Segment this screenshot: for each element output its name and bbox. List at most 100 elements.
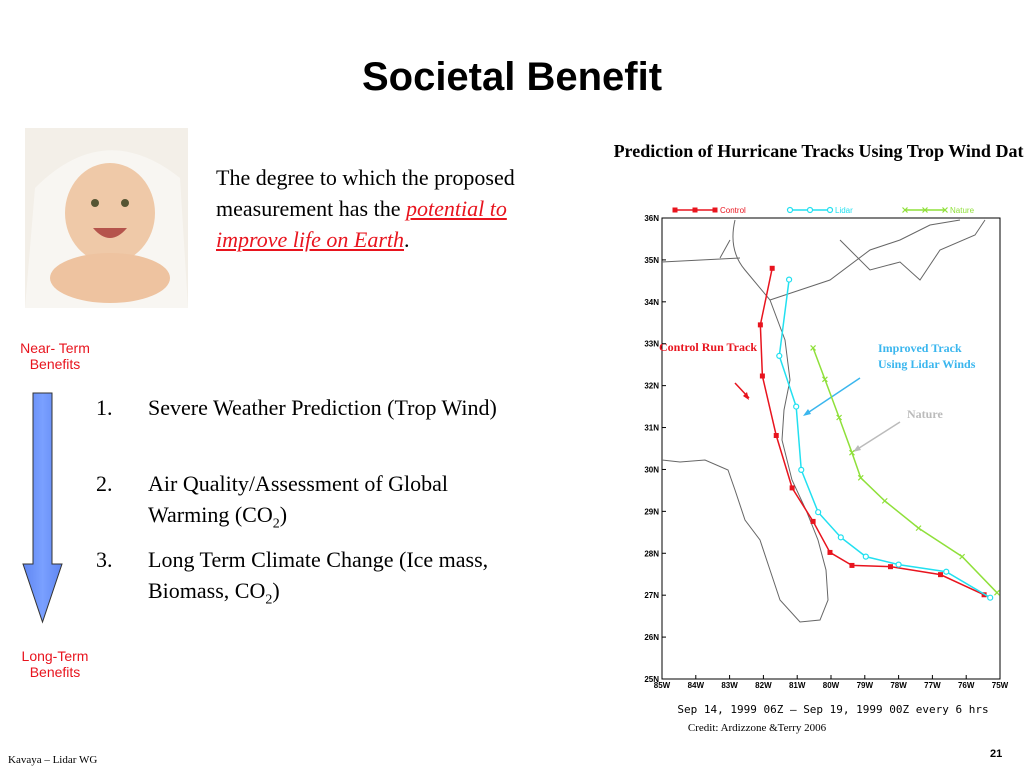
item-number: 1.	[96, 395, 113, 420]
legend-marker	[806, 206, 814, 214]
timeline-bottom: Long-Term Benefits	[21, 648, 89, 680]
track-point	[827, 549, 833, 555]
x-tick-label: 83W	[721, 681, 738, 690]
track-point	[849, 449, 855, 456]
track-point	[987, 594, 994, 601]
annotation: Improved Track Using Lidar Winds	[878, 341, 976, 371]
legend-marker	[942, 207, 948, 213]
legend-marker	[922, 207, 928, 213]
track-point	[810, 518, 816, 524]
track-point	[798, 466, 805, 473]
annotation-arrow	[855, 421, 901, 451]
legend-marker	[672, 207, 678, 213]
y-tick-label: 26N	[644, 633, 659, 642]
track-point	[776, 352, 783, 359]
intro-text: The degree to which the proposed measure…	[216, 162, 576, 255]
plot-frame	[661, 217, 1001, 680]
item-part: Long Term Climate Change (Ice mass, Biom…	[148, 547, 489, 603]
legend-marker	[712, 207, 718, 213]
baby-photo	[25, 128, 188, 308]
legend-label: Lidar	[835, 206, 853, 215]
y-tick-label: 36N	[644, 214, 659, 223]
item-part: )	[272, 578, 280, 603]
x-tick-label: 84W	[688, 681, 705, 690]
item-text: Long Term Climate Change (Ice mass, Biom…	[148, 544, 506, 615]
arrowhead	[803, 409, 811, 416]
list-item: 1. Severe Weather Prediction (Trop Wind)	[96, 392, 506, 423]
intro-before: The degree to which the proposed measure…	[216, 165, 515, 221]
track-point	[881, 497, 888, 504]
item-subscript: 2	[265, 592, 273, 608]
chart-credit: Credit: Ardizzone &Terry 2006	[688, 722, 827, 734]
track-point	[769, 265, 775, 271]
track-point	[862, 553, 869, 560]
item-part: )	[279, 502, 288, 527]
item-part: Severe Weather Prediction (Trop Wind)	[148, 395, 497, 420]
track-point	[757, 322, 763, 328]
annotation-arrow	[805, 377, 861, 415]
x-tick-label: 79W	[857, 681, 874, 690]
item-text: Air Quality/Assessment of Global Warming…	[148, 468, 506, 539]
track-point	[821, 376, 828, 383]
intro-after: .	[404, 227, 410, 252]
timeline-top: Near- Term Benefits	[20, 340, 90, 372]
legend-marker	[902, 207, 908, 213]
y-tick-label: 28N	[644, 549, 659, 558]
x-tick-label: 77W	[924, 681, 941, 690]
x-tick-label: 85W	[654, 681, 671, 690]
x-tick-label: 78W	[890, 681, 907, 690]
arrowhead	[743, 392, 749, 400]
legend-marker	[692, 207, 698, 213]
item-number: 2.	[96, 471, 113, 496]
y-tick-label: 31N	[644, 424, 659, 433]
track-point	[849, 562, 855, 568]
y-tick-label: 30N	[644, 465, 659, 474]
y-tick-label: 33N	[644, 340, 659, 349]
track-point	[836, 414, 843, 421]
track-line	[778, 279, 991, 599]
y-tick-label: 34N	[644, 298, 659, 307]
track-line	[759, 268, 985, 596]
track-point	[810, 344, 817, 351]
timeline-arrow	[22, 392, 63, 624]
track-point	[895, 561, 902, 568]
track-point	[994, 589, 1000, 596]
list-item: 2. Air Quality/Assessment of Global Warmi…	[96, 468, 506, 539]
track-point	[815, 509, 822, 516]
x-tick-label: 80W	[823, 681, 840, 690]
track-point	[759, 373, 765, 379]
y-tick-label: 32N	[644, 382, 659, 391]
list-item: 3. Long Term Climate Change (Ice mass, Bi…	[96, 544, 506, 615]
legend-marker	[826, 206, 834, 214]
annotation: Control Run Track	[659, 340, 757, 354]
track-point	[785, 276, 793, 283]
page-number: 21	[990, 748, 1003, 760]
slide-title: Societal Benefit	[361, 55, 663, 99]
y-tick-label: 25N	[644, 675, 659, 684]
coastline	[661, 219, 986, 623]
track-point	[943, 568, 950, 575]
annotation-box: Improved Track Using Lidar Winds	[878, 341, 976, 371]
y-tick-label: 35N	[644, 256, 659, 265]
x-tick-label: 76W	[958, 681, 975, 690]
track-point	[887, 564, 893, 570]
legend-label: Control	[720, 206, 746, 215]
track-point	[938, 572, 944, 578]
arrowhead	[853, 445, 861, 452]
item-subscript: 2	[272, 516, 280, 532]
track-point	[773, 433, 779, 439]
track-point	[915, 525, 922, 532]
chart-title: Prediction of Hurricane Tracks Using Tro…	[614, 141, 1024, 161]
y-tick-label: 27N	[644, 591, 659, 600]
track-point	[857, 474, 864, 481]
track-point	[793, 403, 800, 410]
track-point	[789, 485, 795, 491]
track-point	[837, 534, 844, 541]
y-tick-label: 29N	[644, 507, 659, 516]
item-part: Air Quality/Assessment of Global Warming…	[148, 471, 449, 527]
intro-link: potential to improve life on Earth	[216, 196, 507, 252]
track-point	[959, 553, 966, 560]
item-number: 3.	[96, 547, 113, 572]
x-tick-label: 75W	[992, 681, 1009, 690]
